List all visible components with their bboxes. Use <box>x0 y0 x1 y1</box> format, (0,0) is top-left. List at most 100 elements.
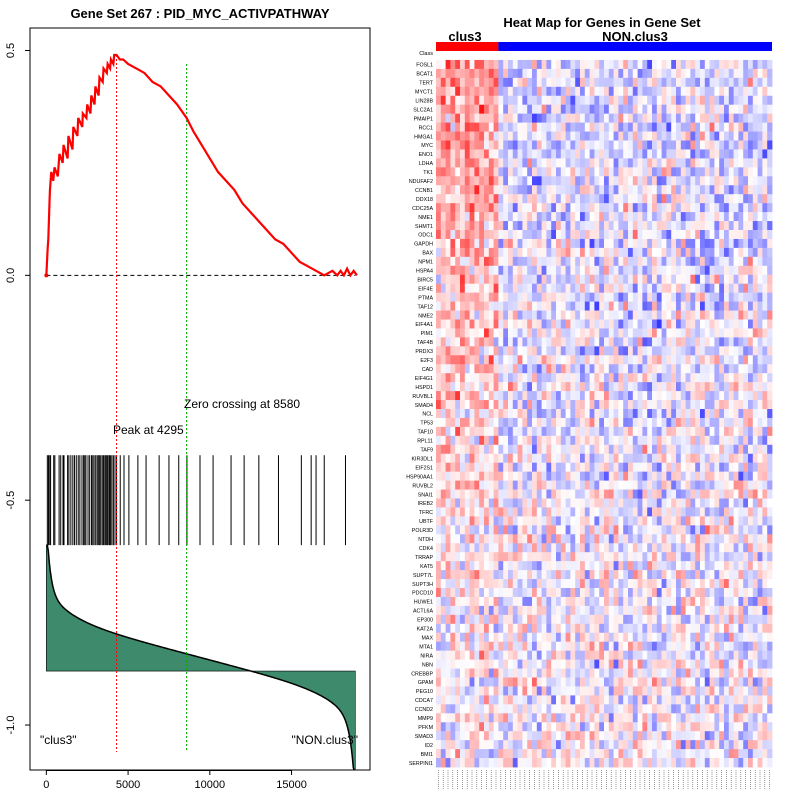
heatmap-cell <box>450 194 455 203</box>
heatmap-cell <box>729 570 734 579</box>
heatmap-cell <box>446 678 451 687</box>
heatmap-cell <box>714 257 719 266</box>
heatmap-cell <box>594 624 599 633</box>
heatmap-cell <box>575 78 580 87</box>
class-bar-non-clus3 <box>498 42 772 51</box>
heatmap-cell <box>681 409 686 418</box>
heatmap-cell <box>494 418 499 427</box>
heatmap-cell <box>508 481 513 490</box>
heatmap-cell <box>719 463 724 472</box>
heatmap-cell <box>498 678 503 687</box>
heatmap-cell <box>719 221 724 230</box>
heatmap-cell <box>719 212 724 221</box>
heatmap-cell <box>585 185 590 194</box>
heatmap-cell <box>537 114 542 123</box>
heatmap-cell <box>570 123 575 132</box>
heatmap-cell <box>556 400 561 409</box>
heatmap-cell <box>532 561 537 570</box>
heatmap-cell <box>537 597 542 606</box>
heatmap-cell <box>585 266 590 275</box>
heatmap-cell <box>700 158 705 167</box>
heatmap-cell <box>566 409 571 418</box>
heatmap-cell <box>546 651 551 660</box>
heatmap-cell <box>508 642 513 651</box>
heatmap-cell <box>580 328 585 337</box>
heatmap-cell <box>647 490 652 499</box>
heatmap-cell <box>647 669 652 678</box>
heatmap-cell <box>546 346 551 355</box>
heatmap-cell <box>450 346 455 355</box>
heatmap-cell <box>465 669 470 678</box>
heatmap-cell <box>580 248 585 257</box>
heatmap-cell <box>470 149 475 158</box>
heatmap-cell <box>657 490 662 499</box>
heatmap-cell <box>743 409 748 418</box>
heatmap-cell <box>662 337 667 346</box>
heatmap-cell <box>758 561 763 570</box>
heatmap-cell <box>695 570 700 579</box>
heatmap-cell <box>455 96 460 105</box>
heatmap-cell <box>676 212 681 221</box>
heatmap-cell <box>748 355 753 364</box>
heatmap-cell <box>714 221 719 230</box>
heatmap-cell <box>489 499 494 508</box>
heatmap-cell <box>570 373 575 382</box>
heatmap-cell <box>633 427 638 436</box>
heatmap-cell <box>537 642 542 651</box>
heatmap-cell <box>695 132 700 141</box>
heatmap-cell <box>681 69 686 78</box>
heatmap-cell <box>633 463 638 472</box>
heatmap-cell <box>590 454 595 463</box>
heatmap-cell <box>657 185 662 194</box>
heatmap-cell <box>724 78 729 87</box>
heatmap-cell <box>575 481 580 490</box>
heatmap-cell <box>671 176 676 185</box>
heatmap-cell <box>614 579 619 588</box>
heatmap-cell <box>575 543 580 552</box>
heatmap-cell <box>518 284 523 293</box>
heatmap-cell <box>676 642 681 651</box>
heatmap-cell <box>570 96 575 105</box>
heatmap-cell <box>566 391 571 400</box>
heatmap-cell <box>642 669 647 678</box>
heatmap-cell <box>494 230 499 239</box>
heatmap-cell <box>503 588 508 597</box>
heatmap-cell <box>638 212 643 221</box>
heatmap-cell <box>681 445 686 454</box>
heatmap-cell <box>585 176 590 185</box>
heatmap-cell <box>503 212 508 221</box>
heatmap-cell <box>585 239 590 248</box>
heatmap-cell <box>762 266 767 275</box>
heatmap-cell <box>436 570 441 579</box>
heatmap-cell <box>513 266 518 275</box>
heatmap-cell <box>436 320 441 329</box>
heatmap-cell <box>638 678 643 687</box>
heatmap-cell <box>618 185 623 194</box>
heatmap-cell <box>724 543 729 552</box>
heatmap-cell <box>470 543 475 552</box>
heatmap-cell <box>638 570 643 579</box>
class-bar <box>436 42 772 51</box>
heatmap-cell <box>518 678 523 687</box>
heatmap-cell <box>455 185 460 194</box>
heatmap-cell <box>767 275 772 284</box>
heatmap-cell <box>719 355 724 364</box>
heatmap-cell <box>436 588 441 597</box>
heatmap-cell <box>446 633 451 642</box>
heatmap-cell <box>633 248 638 257</box>
heatmap-cell <box>676 176 681 185</box>
heatmap-cell <box>465 481 470 490</box>
heatmap-cell <box>734 167 739 176</box>
heatmap-cell <box>436 561 441 570</box>
heatmap-cell <box>561 534 566 543</box>
heatmap-cell <box>638 132 643 141</box>
heatmap-cell <box>546 176 551 185</box>
heatmap-cell <box>570 418 575 427</box>
heatmap-cell <box>566 302 571 311</box>
heatmap-cell <box>652 364 657 373</box>
heatmap-cell <box>518 552 523 561</box>
heatmap-cell <box>753 660 758 669</box>
heatmap-cell <box>695 257 700 266</box>
heatmap-cell <box>590 337 595 346</box>
heatmap-cell <box>743 284 748 293</box>
